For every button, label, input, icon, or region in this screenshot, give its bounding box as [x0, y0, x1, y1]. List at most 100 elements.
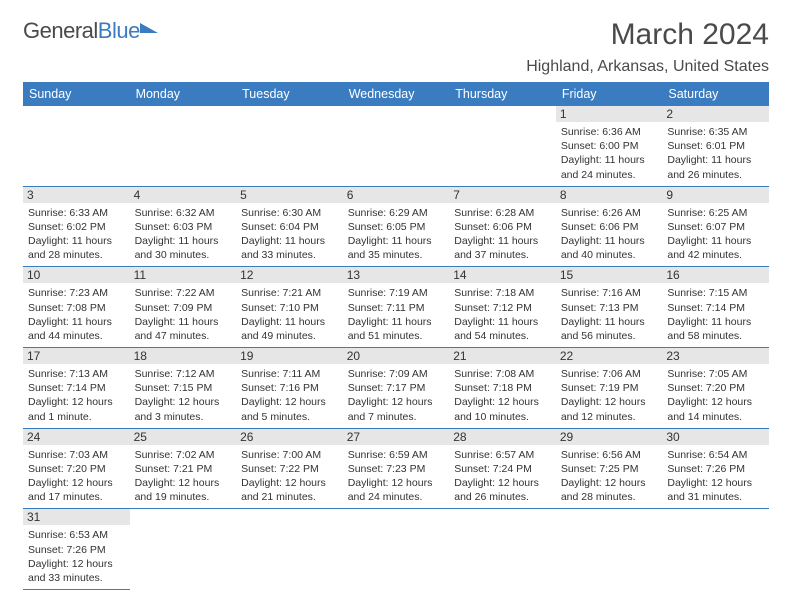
day-content: Sunrise: 7:13 AMSunset: 7:14 PMDaylight:…	[26, 366, 127, 424]
daylight-text: Daylight: 12 hours and 28 minutes.	[561, 476, 658, 504]
sunset-text: Sunset: 6:06 PM	[561, 220, 658, 234]
sunrise-text: Sunrise: 7:18 AM	[454, 286, 551, 300]
sunset-text: Sunset: 7:11 PM	[348, 301, 445, 315]
daylight-text: Daylight: 12 hours and 24 minutes.	[348, 476, 445, 504]
day-content: Sunrise: 7:18 AMSunset: 7:12 PMDaylight:…	[452, 285, 553, 343]
day-number-cell: 5	[236, 186, 343, 203]
day-number-cell: 28	[449, 428, 556, 445]
day-cell	[343, 122, 450, 186]
daylight-text: Daylight: 12 hours and 3 minutes.	[135, 395, 232, 423]
daylight-text: Daylight: 12 hours and 5 minutes.	[241, 395, 338, 423]
sunrise-text: Sunrise: 6:30 AM	[241, 206, 338, 220]
day-cell	[343, 525, 450, 589]
day-header: Friday	[556, 82, 663, 106]
calendar-table: SundayMondayTuesdayWednesdayThursdayFrid…	[23, 82, 769, 590]
day-cell: Sunrise: 6:35 AMSunset: 6:01 PMDaylight:…	[662, 122, 769, 186]
day-number-cell: 8	[556, 186, 663, 203]
daylight-text: Daylight: 12 hours and 26 minutes.	[454, 476, 551, 504]
daylight-text: Daylight: 11 hours and 33 minutes.	[241, 234, 338, 262]
day-number-cell	[449, 106, 556, 122]
daylight-text: Daylight: 12 hours and 7 minutes.	[348, 395, 445, 423]
sunset-text: Sunset: 7:10 PM	[241, 301, 338, 315]
sunrise-text: Sunrise: 7:12 AM	[135, 367, 232, 381]
day-content: Sunrise: 6:36 AMSunset: 6:00 PMDaylight:…	[559, 124, 660, 182]
day-cell: Sunrise: 7:11 AMSunset: 7:16 PMDaylight:…	[236, 364, 343, 428]
location: Highland, Arkansas, United States	[526, 58, 769, 76]
day-number-cell	[556, 509, 663, 526]
day-content: Sunrise: 7:23 AMSunset: 7:08 PMDaylight:…	[26, 285, 127, 343]
week-content-row: Sunrise: 7:03 AMSunset: 7:20 PMDaylight:…	[23, 445, 769, 509]
day-number-cell: 6	[343, 186, 450, 203]
day-number-cell: 15	[556, 267, 663, 284]
day-header: Sunday	[23, 82, 130, 106]
day-number-cell: 26	[236, 428, 343, 445]
day-content: Sunrise: 6:30 AMSunset: 6:04 PMDaylight:…	[239, 205, 340, 263]
daylight-text: Daylight: 11 hours and 30 minutes.	[135, 234, 232, 262]
sunrise-text: Sunrise: 6:36 AM	[561, 125, 658, 139]
day-header-row: SundayMondayTuesdayWednesdayThursdayFrid…	[23, 82, 769, 106]
sunrise-text: Sunrise: 7:08 AM	[454, 367, 551, 381]
week-num-row: 10111213141516	[23, 267, 769, 284]
sunset-text: Sunset: 7:19 PM	[561, 381, 658, 395]
week-num-row: 17181920212223	[23, 348, 769, 365]
daylight-text: Daylight: 11 hours and 56 minutes.	[561, 315, 658, 343]
day-cell: Sunrise: 6:36 AMSunset: 6:00 PMDaylight:…	[556, 122, 663, 186]
day-number-cell: 13	[343, 267, 450, 284]
day-cell: Sunrise: 7:21 AMSunset: 7:10 PMDaylight:…	[236, 283, 343, 347]
day-content: Sunrise: 7:21 AMSunset: 7:10 PMDaylight:…	[239, 285, 340, 343]
day-number-cell: 25	[130, 428, 237, 445]
day-cell: Sunrise: 7:03 AMSunset: 7:20 PMDaylight:…	[23, 445, 130, 509]
sunrise-text: Sunrise: 7:16 AM	[561, 286, 658, 300]
day-number-cell: 18	[130, 348, 237, 365]
day-number-cell	[236, 509, 343, 526]
week-num-row: 24252627282930	[23, 428, 769, 445]
day-number-cell: 30	[662, 428, 769, 445]
sunrise-text: Sunrise: 7:19 AM	[348, 286, 445, 300]
day-cell: Sunrise: 6:26 AMSunset: 6:06 PMDaylight:…	[556, 203, 663, 267]
sunrise-text: Sunrise: 7:21 AM	[241, 286, 338, 300]
daylight-text: Daylight: 12 hours and 21 minutes.	[241, 476, 338, 504]
sunrise-text: Sunrise: 7:03 AM	[28, 448, 125, 462]
day-cell: Sunrise: 6:30 AMSunset: 6:04 PMDaylight:…	[236, 203, 343, 267]
day-number-cell: 9	[662, 186, 769, 203]
daylight-text: Daylight: 11 hours and 49 minutes.	[241, 315, 338, 343]
daylight-text: Daylight: 11 hours and 42 minutes.	[667, 234, 764, 262]
day-number-cell	[662, 509, 769, 526]
sunrise-text: Sunrise: 7:13 AM	[28, 367, 125, 381]
day-number-cell	[449, 509, 556, 526]
sunrise-text: Sunrise: 7:06 AM	[561, 367, 658, 381]
logo-text-2: Blue	[98, 18, 140, 43]
day-cell: Sunrise: 7:09 AMSunset: 7:17 PMDaylight:…	[343, 364, 450, 428]
day-number-cell	[343, 509, 450, 526]
day-content: Sunrise: 7:12 AMSunset: 7:15 PMDaylight:…	[133, 366, 234, 424]
sunset-text: Sunset: 6:02 PM	[28, 220, 125, 234]
day-header: Tuesday	[236, 82, 343, 106]
sunrise-text: Sunrise: 6:33 AM	[28, 206, 125, 220]
day-header: Wednesday	[343, 82, 450, 106]
day-content: Sunrise: 6:57 AMSunset: 7:24 PMDaylight:…	[452, 447, 553, 505]
week-content-row: Sunrise: 6:33 AMSunset: 6:02 PM Daylight:…	[23, 203, 769, 267]
sunrise-text: Sunrise: 6:29 AM	[348, 206, 445, 220]
logo: GeneralBlue	[23, 18, 158, 44]
day-number-cell: 22	[556, 348, 663, 365]
day-cell: Sunrise: 7:15 AMSunset: 7:14 PMDaylight:…	[662, 283, 769, 347]
day-cell	[449, 525, 556, 589]
sunset-text: Sunset: 7:22 PM	[241, 462, 338, 476]
day-header: Monday	[130, 82, 237, 106]
sunset-text: Sunset: 7:20 PM	[667, 381, 764, 395]
day-number-cell: 2	[662, 106, 769, 122]
sunset-text: Sunset: 7:12 PM	[454, 301, 551, 315]
day-cell: Sunrise: 6:57 AMSunset: 7:24 PMDaylight:…	[449, 445, 556, 509]
daylight-text: Daylight: 12 hours and 19 minutes.	[135, 476, 232, 504]
sunrise-text: Sunrise: 6:54 AM	[667, 448, 764, 462]
day-content: Sunrise: 7:02 AMSunset: 7:21 PMDaylight:…	[133, 447, 234, 505]
sunrise-text: Sunrise: 7:00 AM	[241, 448, 338, 462]
day-content: Sunrise: 6:53 AMSunset: 7:26 PMDaylight:…	[26, 527, 127, 585]
day-cell: Sunrise: 6:53 AMSunset: 7:26 PMDaylight:…	[23, 525, 130, 589]
day-content: Sunrise: 6:26 AMSunset: 6:06 PMDaylight:…	[559, 205, 660, 263]
day-number-cell: 1	[556, 106, 663, 122]
day-number-cell: 16	[662, 267, 769, 284]
week-content-row: Sunrise: 6:36 AMSunset: 6:00 PMDaylight:…	[23, 122, 769, 186]
sunrise-text: Sunrise: 6:56 AM	[561, 448, 658, 462]
sunrise-text: Sunrise: 7:09 AM	[348, 367, 445, 381]
